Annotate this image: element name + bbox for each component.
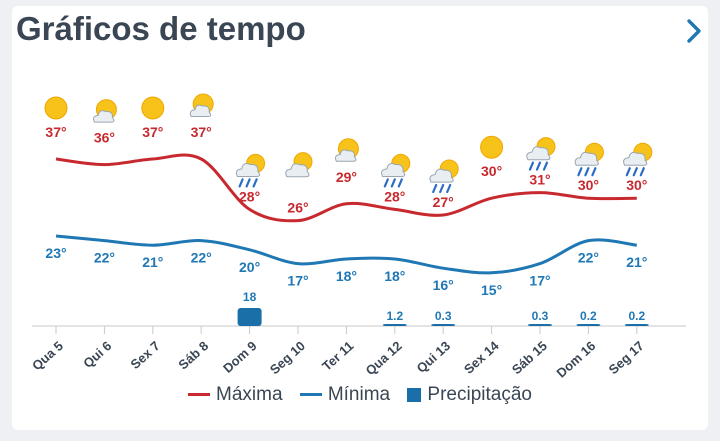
precip-label: 0.2 [580, 309, 597, 323]
chevron-right-icon[interactable] [682, 16, 706, 46]
max-temp-line [55, 153, 637, 223]
sun-icon [141, 96, 165, 120]
max-temp-label: 36° [94, 130, 115, 146]
precip-bar [237, 308, 262, 326]
max-temp-label: 28° [384, 188, 405, 204]
precip-label: 0.3 [532, 309, 549, 323]
min-temp-label: 15° [481, 282, 502, 298]
x-tick-label: Ter 11 [319, 338, 356, 374]
min-temp-label: 18° [384, 268, 405, 284]
precip-bar [576, 324, 601, 326]
x-tick-label: Seg 17 [606, 338, 647, 377]
max-temp-label: 28° [239, 188, 260, 204]
max-temp-label: 30° [481, 163, 502, 179]
max-temp-label: 37° [191, 124, 212, 140]
partly-cloudy-icon [189, 93, 214, 117]
min-temp-label: 22° [191, 250, 212, 266]
page-title: Gráficos de tempo [16, 10, 306, 47]
precip-label: 0.3 [435, 309, 452, 323]
rain-sun-icon [235, 153, 266, 188]
max-temp-label: 37° [142, 124, 163, 140]
min-temp-label: 21° [626, 254, 647, 270]
precip-bar [431, 324, 456, 326]
min-temp-label: 17° [287, 273, 308, 289]
max-temp-label: 29° [336, 169, 357, 185]
x-tick-label: Qui 13 [414, 338, 454, 376]
precip-bar [624, 324, 649, 326]
max-temp-label: 31° [529, 172, 550, 188]
max-temp-label: 30° [626, 177, 647, 193]
x-tick-label: Sex 7 [128, 338, 163, 372]
max-temp-label: 30° [578, 177, 599, 193]
x-tick-label: Dom 16 [553, 338, 598, 381]
sun-icon [44, 96, 68, 120]
precip-label: 1.2 [386, 309, 403, 323]
rain-sun-icon [623, 142, 653, 177]
precip-label: 18 [243, 290, 257, 304]
x-tick-label: Sáb 8 [175, 338, 211, 372]
min-temp-line [55, 234, 637, 275]
min-temp-label: 22° [578, 250, 599, 266]
rain-sun-icon [574, 142, 604, 177]
x-tick-label: Sex 14 [461, 338, 502, 377]
min-temp-label: 22° [94, 250, 115, 266]
max-temp-label: 27° [433, 194, 454, 210]
cloud-sun-icon [285, 152, 313, 178]
legend-min: Mínima [299, 384, 390, 406]
x-tick-label: Qua 12 [363, 338, 405, 378]
partly-cloudy-icon [335, 138, 359, 162]
x-tick-label: Seg 10 [267, 338, 308, 377]
precip-label: 0.2 [628, 309, 645, 323]
rain-sun-icon [381, 153, 411, 188]
partly-cloudy-icon [93, 99, 117, 123]
x-tick-label: Dom 9 [220, 338, 260, 376]
rain-sun-icon [526, 137, 556, 171]
rain-sun-icon [429, 159, 459, 194]
min-temp-label: 20° [239, 259, 260, 275]
precip-bar [382, 324, 407, 326]
min-temp-label: 23° [45, 245, 66, 261]
min-temp-label: 17° [529, 273, 550, 289]
min-temp-label: 16° [433, 277, 454, 293]
precip-bar [528, 324, 552, 326]
min-temp-label: 21° [142, 254, 163, 270]
chart-legend: Máxima Mínima Precipitação [0, 384, 720, 406]
sun-icon [480, 135, 504, 159]
legend-max: Máxima [188, 384, 283, 406]
weather-charts-card [12, 6, 708, 430]
max-temp-label: 37° [45, 124, 66, 140]
min-temp-label: 18° [336, 268, 357, 284]
max-temp-label: 26° [287, 200, 308, 216]
x-tick-label: Qua 5 [29, 338, 66, 373]
legend-precip: Precipitação [407, 384, 532, 406]
x-tick-label: Qui 6 [80, 338, 114, 371]
x-tick-label: Sáb 15 [509, 338, 550, 377]
